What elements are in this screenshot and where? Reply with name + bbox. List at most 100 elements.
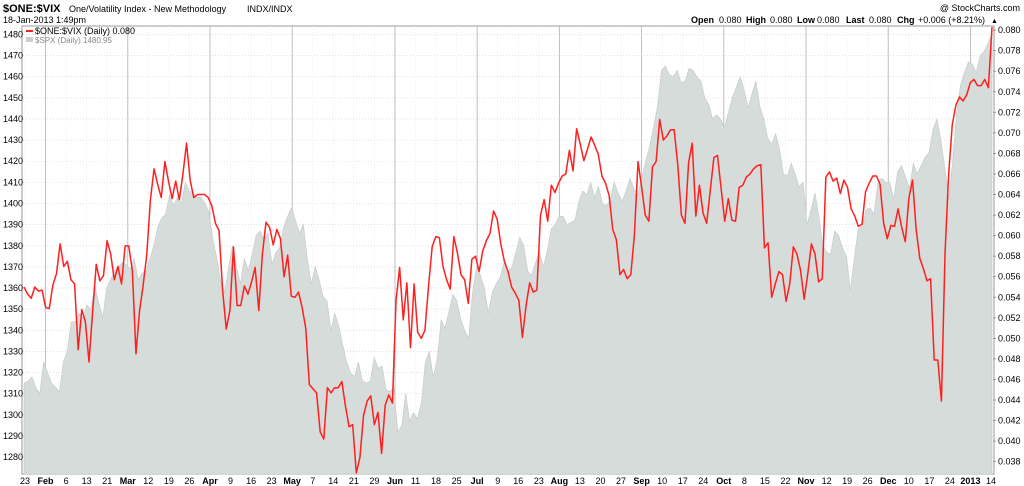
x-tick-label: 9 [495,476,500,486]
chg-label: Chg [897,15,915,25]
x-tick-label: 12 [822,476,832,486]
left-tick-label: 1420 [3,156,23,166]
chart-symbol: $ONE:$VIX [3,3,61,15]
legend: $ONE:$VIX (Daily) 0.080 $SPX (Daily) 148… [26,26,135,45]
x-tick-label: 8 [742,476,747,486]
stockcharts-copyright: @ StockCharts.com [940,3,1020,13]
legend-spx: $SPX (Daily) 1480.95 [35,36,112,45]
x-tick-label: 7 [310,476,315,486]
right-tick-label: 0.058 [998,251,1021,261]
right-tick-label: 0.060 [998,231,1021,241]
x-tick-label: 20 [595,476,605,486]
right-tick-label: 0.064 [998,190,1021,200]
vix-line-layer [23,26,993,474]
open-value: 0.080 [719,15,742,25]
x-tick-label: Mar [120,476,137,486]
x-tick-label: Feb [38,476,55,486]
x-tick-label: May [283,476,301,486]
x-tick-label: 25 [452,476,462,486]
right-tick-label: 0.042 [998,416,1021,426]
left-tick-label: 1370 [3,262,23,272]
high-label: High [746,15,766,25]
x-tick-label: Dec [880,476,897,486]
x-tick-label: 19 [842,476,852,486]
x-tick-label: 18 [431,476,441,486]
right-tick-label: 0.050 [998,333,1021,343]
left-tick-label: 1340 [3,325,23,335]
left-tick-label: 1350 [3,304,23,314]
right-tick-label: 0.040 [998,436,1021,446]
x-tick-label: 23 [20,476,30,486]
spx-area [23,34,993,475]
left-tick-label: 1400 [3,199,23,209]
left-tick-label: 1330 [3,346,23,356]
x-tick-label: 27 [616,476,626,486]
x-tick-label: 6 [64,476,69,486]
x-tick-label: 29 [369,476,379,486]
right-tick-label: 0.048 [998,354,1021,364]
right-tick-label: 0.076 [998,66,1021,76]
right-tick-label: 0.068 [998,148,1021,158]
right-tick-label: 0.056 [998,272,1021,282]
left-tick-label: 1390 [3,220,23,230]
legend-spx-swatch [26,37,33,42]
left-tick-label: 1480 [3,29,23,39]
left-tick-label: 1320 [3,368,23,378]
x-tick-label: 26 [863,476,873,486]
x-tick-label: 14 [328,476,338,486]
right-tick-label: 0.066 [998,169,1021,179]
left-tick-label: 1440 [3,114,23,124]
x-tick-label: Nov [798,476,815,486]
left-tick-label: 1410 [3,177,23,187]
quote-bar: Open 0.080 High 0.080 Low 0.080 Last 0.0… [691,15,998,25]
right-tick-label: 0.038 [998,457,1021,467]
chg-value: +0.006 (+8.21%) [918,15,985,25]
chg-up-icon: ▲ [991,18,998,25]
left-tick-label: 1310 [3,389,23,399]
right-axis: 0.038 0.040 0.042 0.044 0.046 0.048 0.050 0.052… [993,25,1021,467]
right-tick-label: 0.074 [998,87,1021,97]
x-tick-label: Jul [471,476,484,486]
x-tick-label: 23 [267,476,277,486]
right-tick-label: 0.078 [998,46,1021,56]
vix-line [23,26,993,474]
x-tick-label: 16 [513,476,523,486]
low-value: 0.080 [817,15,840,25]
right-tick-label: 0.062 [998,210,1021,220]
right-tick-label: 0.080 [998,25,1021,35]
left-tick-label: 1380 [3,241,23,251]
x-tick-label: 23 [534,476,544,486]
x-tick-label: Apr [202,476,218,486]
left-tick-label: 1460 [3,72,23,82]
spx-area-layer [23,34,993,475]
x-tick-label: 24 [945,476,955,486]
left-tick-label: 1360 [3,283,23,293]
x-tick-label: 10 [657,476,667,486]
x-tick-label: Aug [551,476,569,486]
legend-vix: $ONE:$VIX (Daily) 0.080 [35,26,135,36]
right-tick-label: 0.054 [998,292,1021,302]
left-tick-label: 1470 [3,51,23,61]
x-tick-label: 12 [143,476,153,486]
x-tick-label: 14 [986,476,996,486]
chart-date: 18-Jan-2013 1:49pm [3,15,86,25]
x-axis: 23 Feb 6 13 21 Mar 12 19 26 Apr 9 16 23 May 7 14 21 29 Jun… [20,476,996,486]
x-tick-label: 9 [228,476,233,486]
right-tick-label: 0.072 [998,107,1021,117]
x-tick-label: 11 [411,476,420,486]
x-tick-label: 21 [349,476,359,486]
open-label: Open [691,15,714,25]
x-tick-label: 10 [904,476,914,486]
last-value: 0.080 [869,15,892,25]
x-tick-label: 26 [184,476,194,486]
x-tick-label: 22 [780,476,790,486]
x-tick-label: Jun [387,476,403,486]
x-tick-label: 17 [678,476,688,486]
left-tick-label: 1450 [3,93,23,103]
right-tick-label: 0.070 [998,128,1021,138]
x-tick-label: Sep [633,476,650,486]
x-tick-label: 17 [924,476,934,486]
x-tick-label: 15 [760,476,770,486]
